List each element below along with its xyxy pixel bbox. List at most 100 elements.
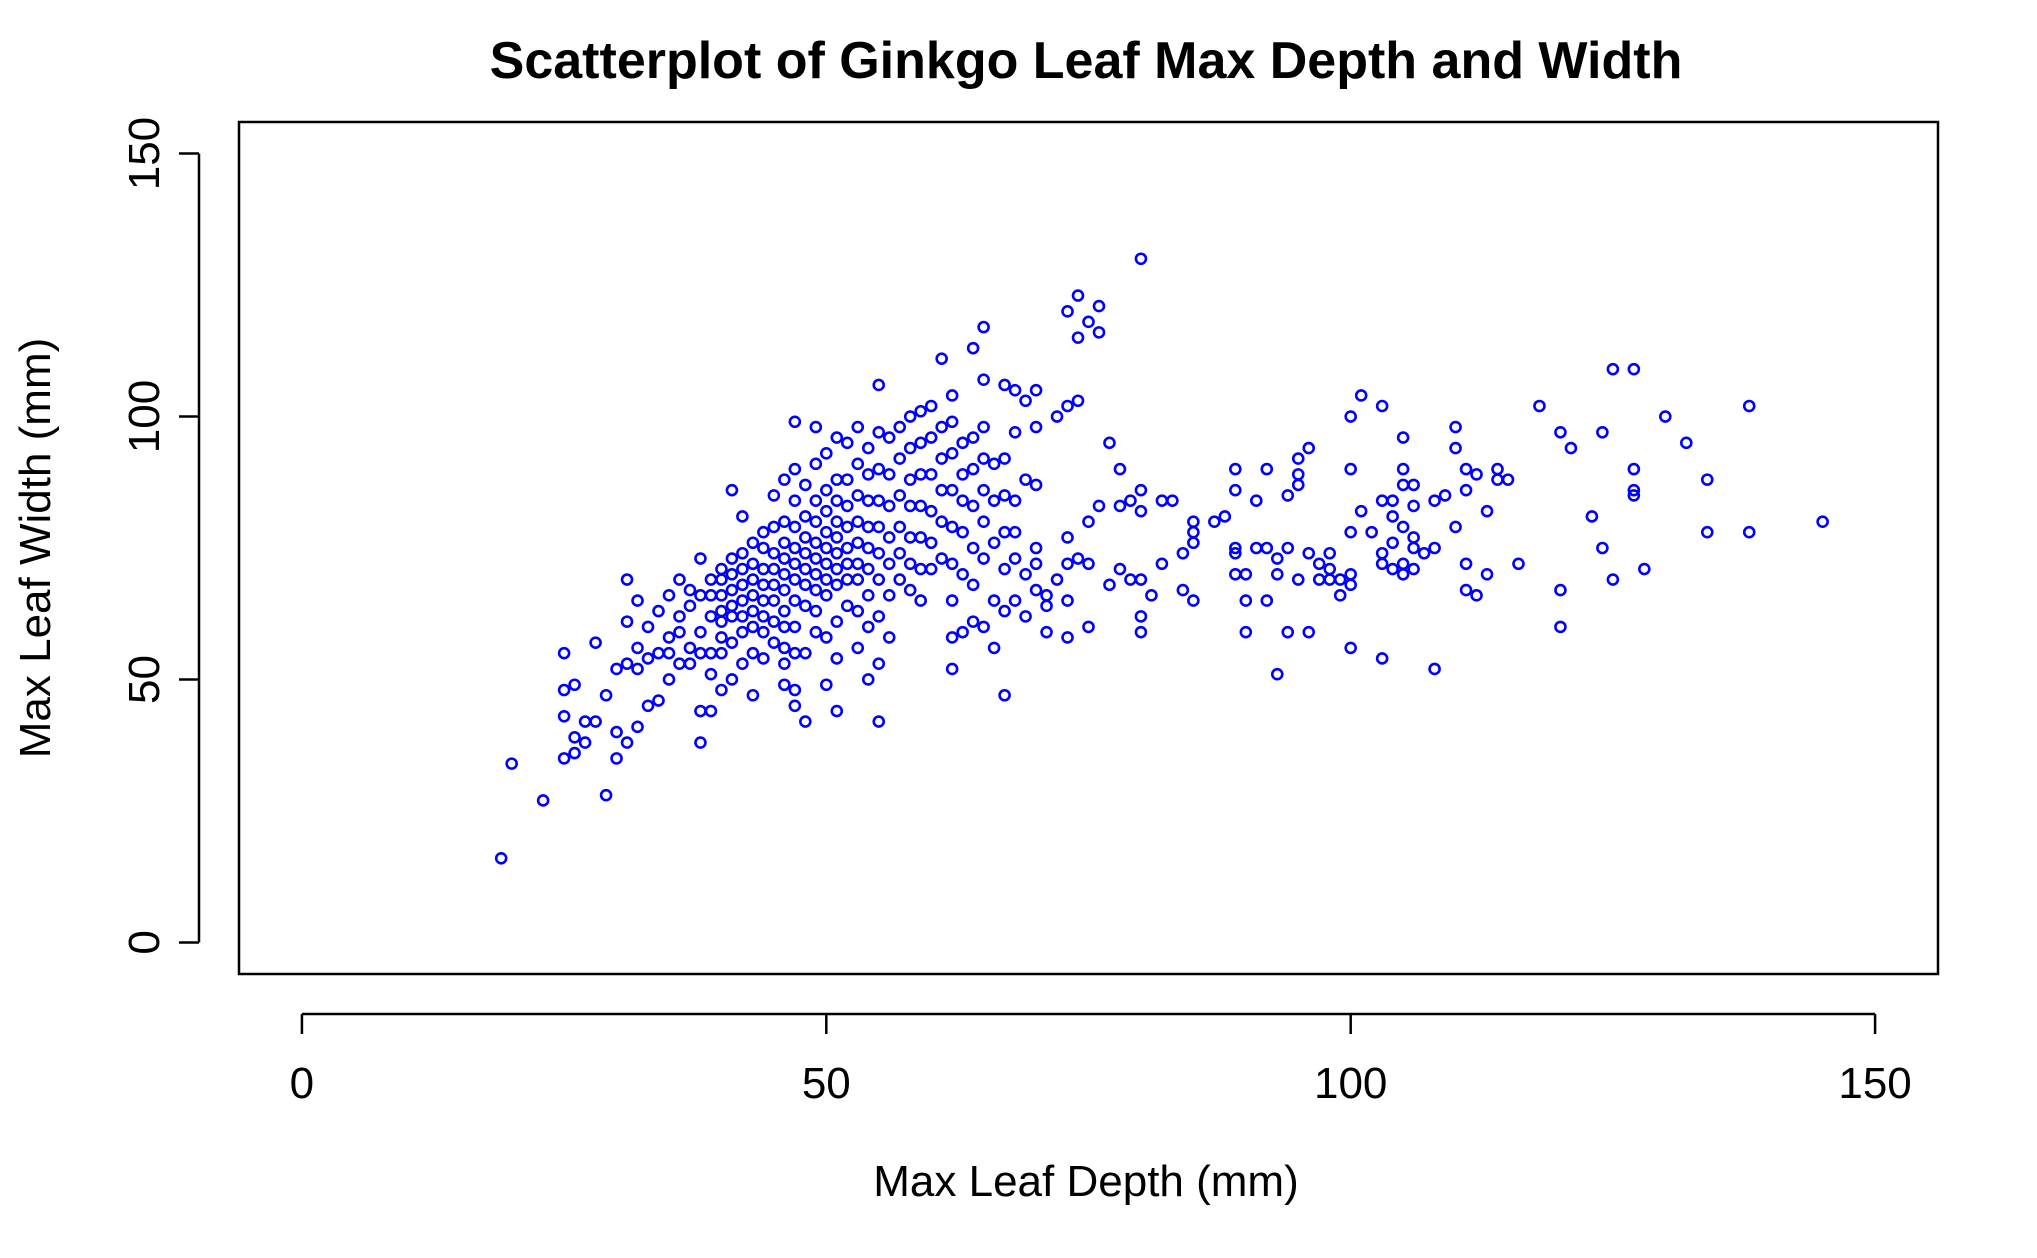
data-point — [914, 562, 927, 576]
data-point — [872, 715, 886, 728]
data-point — [820, 678, 833, 692]
data-point — [1627, 462, 1641, 476]
data-point — [861, 562, 875, 576]
data-point — [830, 578, 844, 592]
data-point — [1480, 504, 1494, 518]
data-point — [704, 667, 718, 681]
data-point — [924, 536, 938, 550]
data-point — [998, 604, 1011, 618]
data-point — [840, 557, 854, 571]
data-point — [851, 457, 865, 471]
data-point — [788, 415, 802, 429]
data-point — [1176, 583, 1190, 597]
data-point — [1008, 594, 1022, 607]
data-point — [715, 589, 728, 602]
data-point — [1229, 541, 1242, 555]
data-point — [767, 546, 781, 560]
data-point — [1459, 583, 1473, 597]
data-point — [715, 604, 728, 618]
data-point — [568, 746, 581, 760]
data-point — [1239, 625, 1253, 639]
data-point — [809, 567, 823, 581]
data-point — [945, 520, 959, 534]
data-point — [945, 415, 959, 429]
data-point — [1281, 541, 1295, 555]
data-point — [893, 452, 907, 465]
data-point — [715, 631, 728, 644]
data-point — [778, 583, 791, 597]
data-point — [736, 625, 749, 639]
data-point — [945, 447, 959, 460]
x-tick-label: 0 — [290, 1059, 314, 1108]
data-point — [924, 431, 938, 444]
data-point — [882, 557, 896, 571]
data-point — [1386, 494, 1399, 507]
data-point — [1449, 520, 1462, 534]
data-point — [778, 641, 791, 655]
data-point — [1040, 589, 1053, 602]
data-point — [1134, 610, 1148, 623]
data-point — [683, 641, 697, 655]
data-point — [1375, 652, 1389, 665]
data-point — [725, 483, 739, 497]
data-point — [1061, 594, 1074, 607]
data-point — [715, 683, 728, 697]
data-point — [1554, 583, 1567, 597]
data-point — [1344, 578, 1357, 592]
data-point — [757, 610, 770, 623]
data-point — [673, 657, 686, 671]
data-point — [1323, 562, 1337, 576]
data-point — [809, 604, 823, 618]
data-point — [1092, 326, 1106, 339]
data-point — [662, 589, 676, 602]
data-point — [1176, 546, 1190, 560]
data-point — [1449, 420, 1462, 434]
data-point — [778, 657, 791, 671]
data-point — [1050, 573, 1064, 586]
data-point — [725, 673, 739, 686]
data-point — [799, 478, 812, 492]
data-point — [746, 589, 760, 602]
data-point — [725, 583, 739, 597]
data-point — [1375, 494, 1389, 507]
data-point — [861, 589, 875, 602]
data-point — [694, 704, 707, 718]
data-point — [683, 583, 697, 597]
data-point — [903, 473, 917, 486]
data-point — [1407, 541, 1420, 555]
data-point — [851, 515, 865, 529]
data-point — [788, 494, 802, 507]
data-point — [1134, 504, 1148, 518]
data-point — [746, 573, 760, 586]
data-point — [809, 625, 823, 639]
data-point — [1008, 525, 1022, 539]
data-point — [788, 462, 802, 476]
data-point — [1040, 625, 1053, 639]
data-point — [694, 625, 707, 639]
data-point — [977, 483, 990, 497]
data-point — [840, 499, 854, 513]
data-point — [861, 520, 875, 534]
data-point — [673, 610, 686, 623]
x-axis: 0 50 100 150 — [290, 1012, 1912, 1108]
data-point — [778, 567, 791, 581]
data-point — [903, 441, 917, 455]
data-point — [1354, 504, 1368, 518]
data-point — [1302, 625, 1316, 639]
data-point — [872, 520, 886, 534]
x-tick-label: 150 — [1838, 1059, 1911, 1108]
data-point — [1155, 557, 1169, 571]
data-point — [1019, 473, 1032, 486]
data-point — [1375, 546, 1389, 560]
data-point — [610, 752, 623, 765]
data-point — [736, 578, 749, 592]
data-point — [1113, 462, 1127, 476]
data-point — [1029, 420, 1043, 434]
data-point — [1533, 399, 1546, 413]
data-point — [1008, 552, 1022, 565]
data-point — [956, 468, 969, 481]
data-point — [987, 494, 1001, 507]
data-point — [820, 573, 833, 586]
data-point — [746, 536, 760, 550]
data-point — [746, 688, 760, 702]
